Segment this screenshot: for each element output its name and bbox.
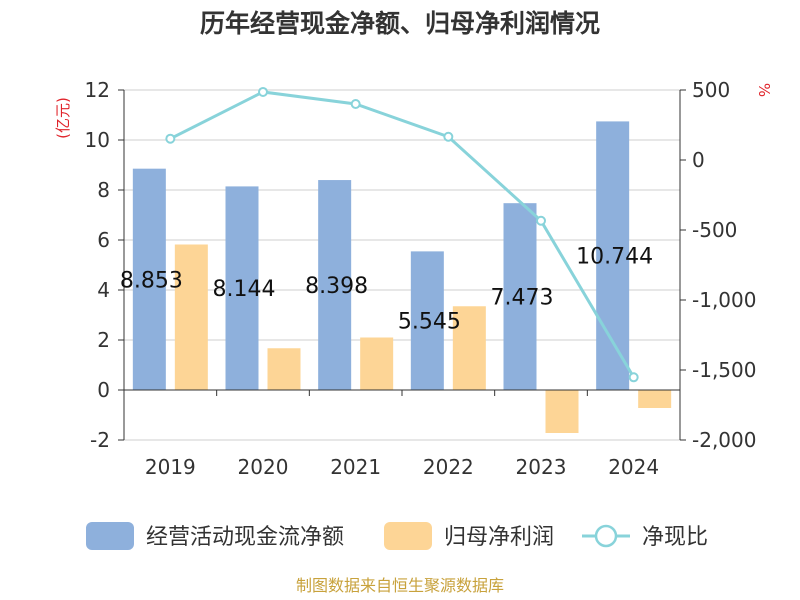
- data-label: 5.545: [398, 310, 461, 335]
- data-label: 8.144: [213, 277, 276, 302]
- x-axis-tick-label: 2020: [238, 455, 289, 479]
- left-axis-tick-label: 8: [97, 178, 110, 202]
- x-axis-tick-label: 2022: [423, 455, 474, 479]
- x-axis-tick-label: 2019: [145, 455, 196, 479]
- right-axis-tick-label: 0: [692, 148, 705, 172]
- cash-flow-bar: [318, 180, 352, 390]
- ratio-line-layer: [165, 86, 639, 383]
- right-axis-tick-label: -500: [692, 218, 737, 242]
- left-axis-tick-label: 10: [85, 128, 110, 152]
- cash-flow-bar: [132, 168, 166, 390]
- x-axis-tick-label: 2021: [330, 455, 381, 479]
- data-label: 7.473: [491, 286, 554, 311]
- cash-flow-bar: [596, 121, 630, 391]
- right-axis-tick-label: -2,000: [692, 428, 756, 452]
- right-axis-tick-label: -1,500: [692, 358, 756, 382]
- left-axis-tick-label: 2: [97, 328, 110, 352]
- ticks: -2 0 2 4 6 8 10 12 -2,000 -1,500 -1,000 -500 0 500 201…: [85, 78, 757, 479]
- net-profit-bar: [174, 244, 208, 390]
- legend-marker: [594, 524, 618, 548]
- left-axis-unit: (亿元): [54, 97, 72, 139]
- data-label: 10.744: [576, 245, 653, 270]
- source-note: 制图数据来自恒生聚源数据库: [296, 576, 504, 595]
- left-axis-tick-label: -2: [90, 428, 110, 452]
- ratio-point: [258, 86, 268, 97]
- legend-swatch: [384, 522, 432, 550]
- x-axis-tick-label: 2024: [608, 455, 659, 479]
- left-axis-tick-label: 4: [97, 278, 110, 302]
- net-profit-bar: [638, 390, 672, 408]
- legend-swatch: [86, 522, 134, 550]
- data-label: 8.853: [120, 268, 183, 293]
- bars: [132, 121, 672, 433]
- left-axis-tick-label: 6: [97, 228, 110, 252]
- right-axis-tick-label: -1,000: [692, 288, 756, 312]
- net-profit-bar: [545, 390, 579, 433]
- ratio-line: [169, 90, 635, 379]
- cash-flow-bar: [225, 186, 259, 390]
- ratio-point: [165, 133, 176, 144]
- ratio-point: [628, 372, 639, 383]
- gridlines: [124, 89, 680, 441]
- axes: [123, 90, 681, 440]
- ratio-point: [536, 215, 546, 226]
- right-axis-tick-label: 500: [692, 78, 730, 102]
- legend-label: 净现比: [642, 525, 708, 550]
- left-axis-tick-label: 0: [97, 378, 110, 402]
- ratio-point: [350, 99, 361, 109]
- legend-label: 经营活动现金流净额: [146, 525, 344, 550]
- left-axis-tick-label: 12: [85, 78, 110, 102]
- cash-flow-bar: [410, 251, 444, 390]
- x-axis-tick-label: 2023: [516, 455, 567, 479]
- data-labels: 8.853 8.144 8.398 5.545 7.473 10.744: [120, 245, 653, 335]
- legend-label: 归母净利润: [444, 525, 554, 550]
- net-profit-bar: [267, 348, 301, 390]
- data-label: 8.398: [305, 274, 368, 299]
- legend: 经营活动现金流净额 归母净利润 净现比: [86, 522, 708, 550]
- net-profit-bar: [452, 306, 486, 390]
- chart-title: 历年经营现金净额、归母净利润情况: [200, 9, 600, 38]
- right-axis-unit: %: [755, 83, 773, 97]
- cash-flow-bar: [503, 203, 537, 390]
- ratio-point: [443, 131, 454, 142]
- net-profit-bar: [360, 337, 394, 390]
